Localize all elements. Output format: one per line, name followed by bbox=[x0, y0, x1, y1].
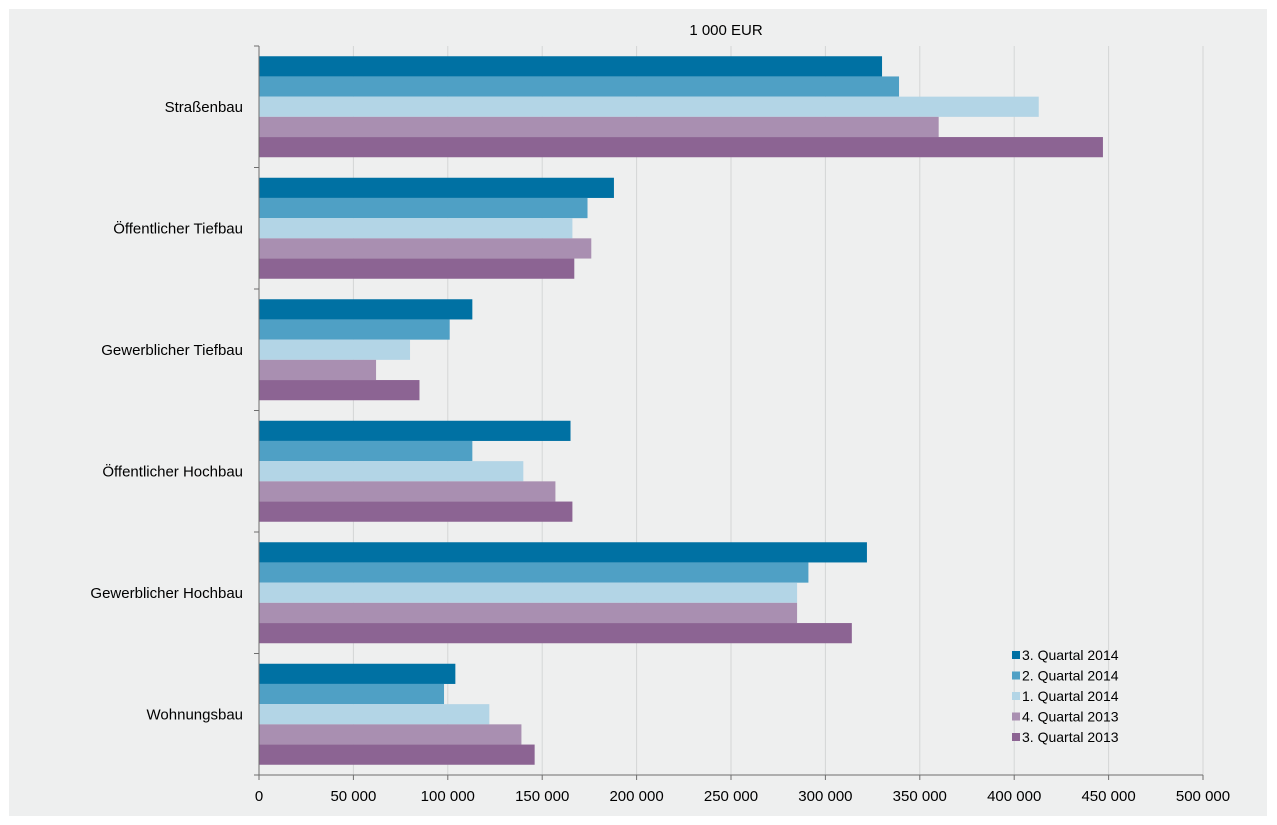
bars bbox=[259, 56, 1103, 765]
bar bbox=[259, 359, 377, 381]
bar bbox=[259, 96, 1039, 117]
bar bbox=[259, 663, 456, 684]
bar bbox=[259, 339, 411, 360]
legend-label: 1. Quartal 2014 bbox=[1022, 688, 1119, 704]
legend-swatch bbox=[1012, 671, 1020, 680]
bar bbox=[259, 744, 535, 765]
category-label: Gewerblicher Hochbau bbox=[90, 585, 243, 602]
bar bbox=[259, 56, 883, 77]
x-tick-label: 250 000 bbox=[704, 788, 758, 805]
bar bbox=[259, 542, 867, 563]
bar bbox=[259, 582, 798, 603]
chart-container: 1 000 EUR Straßenbau Öffentlicher Tiefbau… bbox=[9, 9, 1267, 816]
legend-swatch bbox=[1012, 651, 1020, 659]
x-tick-label: 450 000 bbox=[1081, 788, 1135, 805]
category-label: Gewerblicher Tiefbau bbox=[101, 342, 243, 359]
x-tick-label: 300 000 bbox=[798, 788, 852, 805]
grid-lines bbox=[352, 46, 1204, 775]
bar bbox=[259, 461, 524, 482]
legend-label: 4. Quartal 2013 bbox=[1022, 709, 1119, 725]
x-tick-label: 500 000 bbox=[1176, 788, 1230, 805]
legend-swatch bbox=[1012, 692, 1020, 700]
bar bbox=[259, 76, 900, 97]
category-label: Öffentlicher Hochbau bbox=[102, 462, 243, 480]
x-tick-label: 350 000 bbox=[893, 788, 947, 805]
bar bbox=[259, 177, 614, 198]
bar bbox=[259, 481, 556, 502]
legend-swatch bbox=[1012, 712, 1020, 721]
bar-chart: 1 000 EUR Straßenbau Öffentlicher Tiefbau… bbox=[90, 22, 1230, 805]
x-tick-label: 400 000 bbox=[987, 788, 1041, 805]
category-label: Straßenbau bbox=[165, 99, 243, 116]
axes: Straßenbau Öffentlicher Tiefbau Gewerblich… bbox=[90, 45, 1230, 805]
bar bbox=[259, 137, 1103, 158]
x-tick-label: 50 000 bbox=[330, 788, 376, 805]
bar bbox=[259, 116, 939, 138]
bar bbox=[259, 197, 588, 219]
chart-title: 1 000 EUR bbox=[689, 22, 763, 39]
bar bbox=[259, 440, 473, 462]
category-label: Wohnungsbau bbox=[147, 706, 243, 723]
legend-swatch bbox=[1012, 733, 1020, 741]
bar bbox=[259, 501, 573, 522]
bar bbox=[259, 562, 809, 583]
bar bbox=[259, 238, 592, 259]
bar bbox=[259, 420, 571, 441]
bar bbox=[259, 299, 473, 320]
category-label: Öffentlicher Tiefbau bbox=[113, 219, 243, 237]
bar bbox=[259, 683, 445, 705]
x-tick-label: 200 000 bbox=[609, 788, 663, 805]
bar bbox=[259, 623, 852, 644]
bar bbox=[259, 258, 575, 279]
bar bbox=[259, 218, 573, 239]
x-tick-label: 0 bbox=[255, 788, 263, 805]
bar bbox=[259, 319, 450, 340]
legend: 3. Quartal 2014 2. Quartal 2014 1. Quartal… bbox=[1012, 647, 1119, 745]
x-tick-label: 150 000 bbox=[515, 788, 569, 805]
legend-label: 2. Quartal 2014 bbox=[1022, 668, 1119, 684]
legend-label: 3. Quartal 2014 bbox=[1022, 647, 1119, 663]
legend-label: 3. Quartal 2013 bbox=[1022, 729, 1119, 745]
bar bbox=[259, 602, 798, 624]
x-tick-label: 100 000 bbox=[421, 788, 475, 805]
bar bbox=[259, 724, 522, 745]
bar bbox=[259, 704, 490, 725]
bar bbox=[259, 380, 420, 401]
